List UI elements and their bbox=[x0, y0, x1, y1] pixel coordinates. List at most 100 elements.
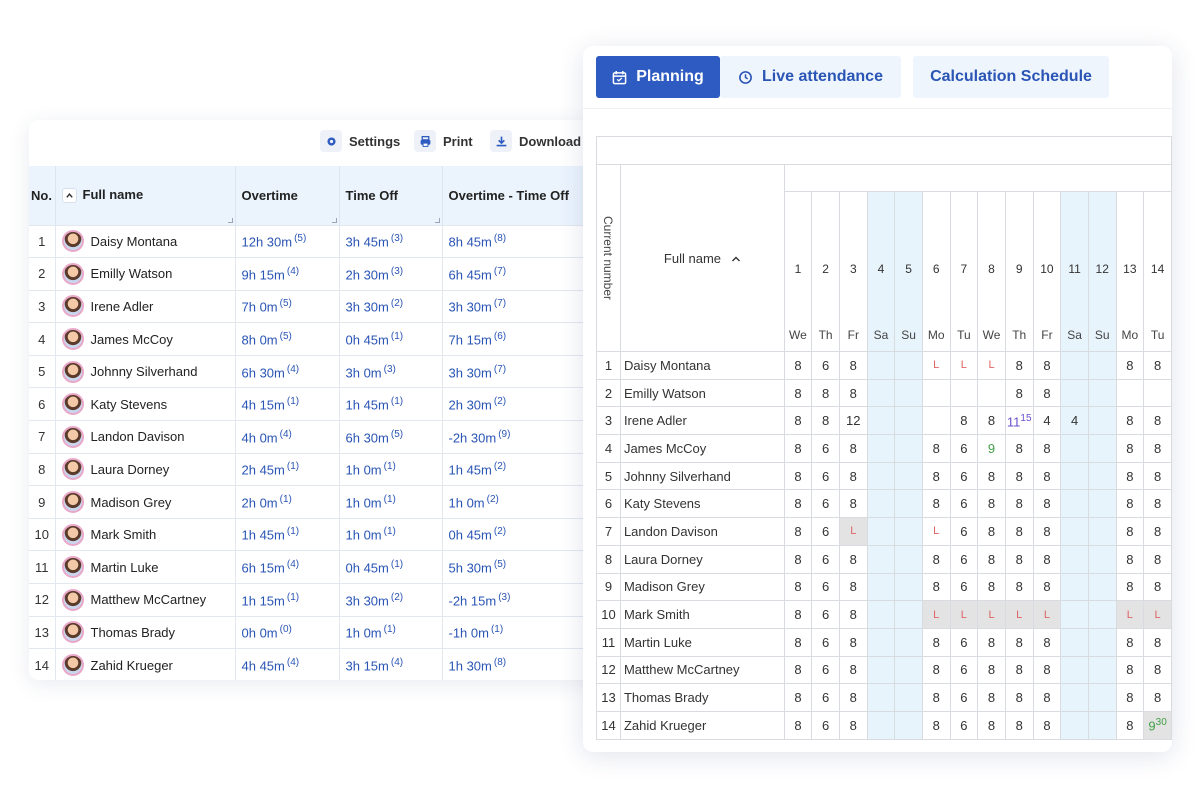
day-cell[interactable]: 6 bbox=[949, 434, 979, 463]
day-cell[interactable]: 8 bbox=[1115, 572, 1145, 602]
day-cell[interactable]: 8 bbox=[1004, 489, 1034, 519]
day-cell[interactable]: 8 bbox=[1143, 544, 1172, 574]
day-cell[interactable]: 8 bbox=[783, 434, 813, 463]
day-cell[interactable]: 8 bbox=[1115, 683, 1145, 712]
download-button[interactable]: Download bbox=[490, 129, 581, 153]
column-resize-handle[interactable] bbox=[434, 217, 440, 223]
day-cell[interactable] bbox=[894, 517, 923, 546]
column-header-overtime-minus-time-off[interactable]: Overtime - Time Off bbox=[442, 166, 609, 225]
employee-name-cell[interactable]: Laura Dorney bbox=[55, 452, 236, 486]
employee-name-cell[interactable]: James McCoy bbox=[55, 322, 236, 356]
day-cell[interactable]: 8 bbox=[783, 378, 813, 408]
sort-ascending-icon[interactable] bbox=[61, 188, 77, 204]
day-cell[interactable]: 8 bbox=[1115, 461, 1145, 491]
day-cell[interactable]: 8 bbox=[1115, 489, 1145, 519]
day-cell[interactable] bbox=[866, 434, 896, 463]
day-cell[interactable]: 6 bbox=[949, 544, 979, 574]
day-cell[interactable]: 8 bbox=[1032, 544, 1062, 574]
day-cell[interactable]: 8 bbox=[977, 517, 1006, 546]
day-cell[interactable]: 8 bbox=[1032, 627, 1062, 657]
day-cell[interactable] bbox=[1087, 406, 1117, 436]
day-cell[interactable]: 8 bbox=[949, 406, 979, 436]
day-cell[interactable]: 8 bbox=[1143, 489, 1172, 519]
employee-name-cell[interactable]: Matthew McCartney bbox=[55, 583, 236, 617]
day-cell[interactable]: 6 bbox=[949, 517, 979, 546]
day-cell[interactable]: 8 bbox=[977, 627, 1006, 657]
day-cell[interactable]: 6 bbox=[811, 489, 840, 519]
table-row[interactable]: 9 Madison Grey 2h 0m (1) 1h 0m (1) 1h 0m (2) bbox=[29, 485, 609, 519]
full-name-header[interactable]: Full name bbox=[619, 164, 785, 352]
employee-name-cell[interactable]: Katy Stevens bbox=[55, 387, 236, 421]
day-cell[interactable]: L bbox=[1143, 600, 1172, 629]
day-cell[interactable] bbox=[1060, 600, 1089, 629]
day-cell[interactable] bbox=[949, 378, 979, 408]
employee-name-cell[interactable]: Irene Adler bbox=[55, 289, 236, 323]
day-cell[interactable] bbox=[1087, 434, 1117, 463]
employee-name-cell[interactable]: Martin Luke bbox=[55, 550, 236, 584]
employee-name-cell[interactable]: Zahid Krueger bbox=[55, 648, 236, 680]
day-cell[interactable] bbox=[866, 683, 896, 712]
day-cell[interactable]: 8 bbox=[1143, 461, 1172, 491]
day-cell[interactable]: 6 bbox=[811, 683, 840, 712]
day-cell[interactable]: 8 bbox=[783, 406, 813, 436]
day-cell[interactable]: 8 bbox=[811, 406, 840, 436]
day-cell[interactable]: 8 bbox=[1143, 406, 1172, 436]
day-cell[interactable] bbox=[866, 544, 896, 574]
day-cell[interactable]: 6 bbox=[811, 627, 840, 657]
day-cell[interactable] bbox=[894, 434, 923, 463]
table-row[interactable]: 5 Johnny Silverhand 6h 30m (4) 3h 0m (3) 3h 30… bbox=[29, 354, 609, 388]
table-row[interactable]: 8 Laura Dorney 2h 45m (1) 1h 0m (1) 1h 45m (2) bbox=[29, 452, 609, 486]
day-cell[interactable]: 8 bbox=[1032, 461, 1062, 491]
day-cell[interactable] bbox=[1060, 710, 1089, 740]
day-cell[interactable]: 8 bbox=[1032, 351, 1062, 380]
day-cell[interactable] bbox=[1060, 517, 1089, 546]
day-cell[interactable]: 8 bbox=[783, 544, 813, 574]
day-cell[interactable] bbox=[1087, 627, 1117, 657]
day-cell[interactable]: 12 bbox=[838, 406, 868, 436]
day-cell[interactable] bbox=[1087, 461, 1117, 491]
day-cell[interactable] bbox=[1087, 378, 1117, 408]
day-cell[interactable]: 8 bbox=[1032, 655, 1062, 685]
day-cell[interactable]: 8 bbox=[783, 600, 813, 629]
day-cell[interactable] bbox=[866, 600, 896, 629]
day-cell[interactable]: 8 bbox=[838, 544, 868, 574]
employee-name[interactable]: Irene Adler bbox=[619, 406, 785, 436]
table-row[interactable]: 11 Martin Luke 6h 15m (4) 0h 45m (1) 5h 30m (5) bbox=[29, 550, 609, 584]
day-cell[interactable]: 6 bbox=[811, 600, 840, 629]
day-cell[interactable]: 6 bbox=[811, 461, 840, 491]
day-cell[interactable]: 8 bbox=[977, 489, 1006, 519]
day-cell[interactable] bbox=[1087, 544, 1117, 574]
day-cell[interactable]: 6 bbox=[811, 351, 840, 380]
day-cell[interactable]: 8 bbox=[1115, 406, 1145, 436]
day-cell[interactable] bbox=[894, 627, 923, 657]
employee-name-cell[interactable]: Daisy Montana bbox=[55, 224, 236, 258]
day-cell[interactable]: 8 bbox=[1115, 544, 1145, 574]
day-cell[interactable] bbox=[866, 378, 896, 408]
day-cell[interactable]: 8 bbox=[921, 655, 951, 685]
day-cell[interactable] bbox=[894, 461, 923, 491]
day-cell[interactable]: 4 bbox=[1032, 406, 1062, 436]
day-cell[interactable] bbox=[1060, 489, 1089, 519]
table-row[interactable]: 10 Mark Smith 1h 45m (1) 1h 0m (1) 0h 45m (2) bbox=[29, 517, 609, 551]
employee-name[interactable]: Katy Stevens bbox=[619, 489, 785, 519]
day-cell[interactable] bbox=[894, 406, 923, 436]
table-row[interactable]: 2 Emilly Watson 9h 15m (4) 2h 30m (3) 6h 45m (7… bbox=[29, 257, 609, 291]
table-row[interactable]: 1 Daisy Montana 12h 30m (5) 3h 45m (3) 8h 45m(… bbox=[29, 224, 609, 258]
day-cell[interactable]: 8 bbox=[1115, 627, 1145, 657]
day-cell[interactable]: L bbox=[949, 600, 979, 629]
day-cell[interactable] bbox=[1087, 517, 1117, 546]
employee-name[interactable]: Johnny Silverhand bbox=[619, 461, 785, 491]
day-cell[interactable]: 8 bbox=[977, 683, 1006, 712]
day-cell[interactable]: 4 bbox=[1060, 406, 1089, 436]
day-cell[interactable]: 8 bbox=[921, 544, 951, 574]
day-cell[interactable]: 6 bbox=[811, 572, 840, 602]
day-cell[interactable]: 8 bbox=[977, 461, 1006, 491]
day-cell[interactable]: 6 bbox=[949, 489, 979, 519]
day-cell[interactable]: 8 bbox=[977, 655, 1006, 685]
employee-name[interactable]: Zahid Krueger bbox=[619, 710, 785, 740]
day-cell[interactable]: 8 bbox=[1032, 434, 1062, 463]
day-cell[interactable]: L bbox=[838, 517, 868, 546]
day-cell[interactable]: 6 bbox=[949, 572, 979, 602]
day-cell[interactable]: 8 bbox=[1004, 544, 1034, 574]
day-cell[interactable] bbox=[1060, 434, 1089, 463]
